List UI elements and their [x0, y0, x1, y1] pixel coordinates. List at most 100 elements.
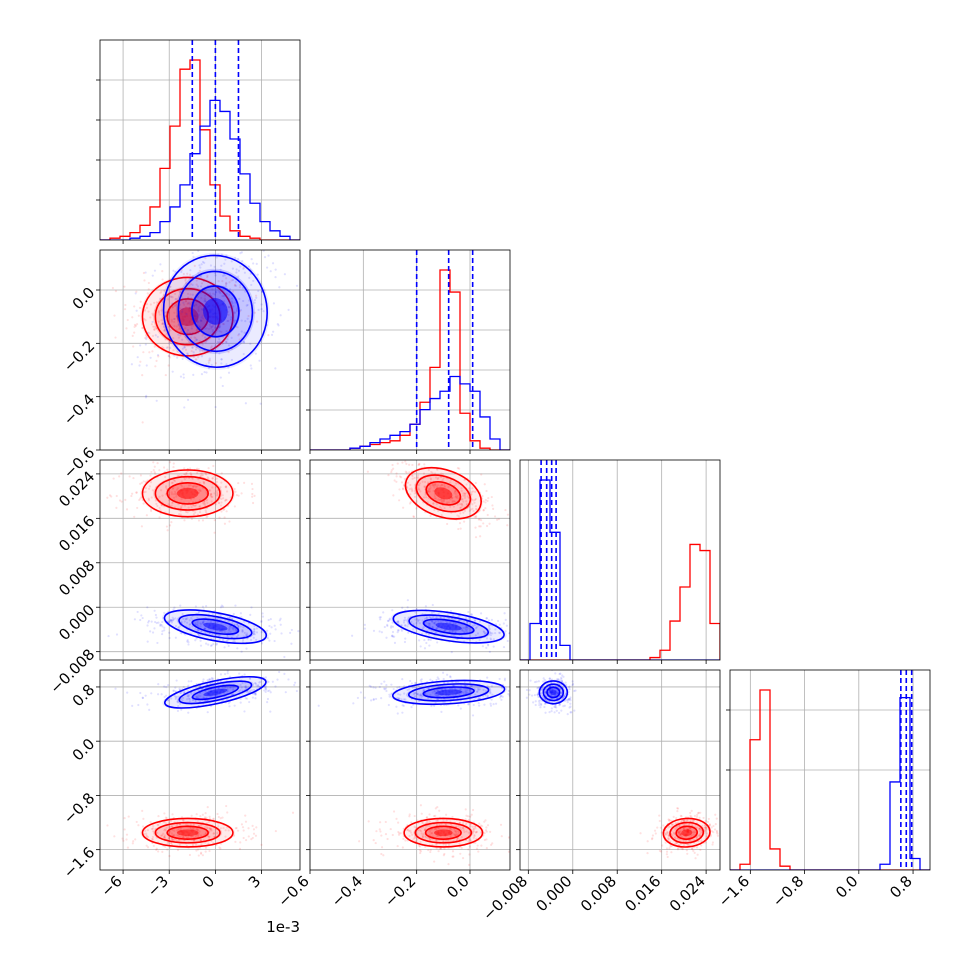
sample-point-blue: [210, 363, 213, 367]
sample-point-red: [479, 824, 483, 827]
sample-point-blue: [196, 285, 200, 288]
sample-point-blue: [216, 326, 219, 329]
sample-point-red: [143, 309, 147, 312]
sample-point-red: [667, 818, 670, 821]
sample-point-red: [704, 826, 707, 829]
sample-point-blue: [167, 620, 170, 623]
sample-point-red: [500, 835, 503, 838]
sample-point-blue: [139, 618, 142, 622]
sample-point-blue: [437, 677, 440, 681]
sample-point-red: [224, 835, 227, 838]
sample-point-blue: [148, 708, 151, 711]
sample-point-red: [453, 492, 456, 495]
sample-point-blue: [448, 630, 452, 633]
sample-point-blue: [420, 697, 423, 700]
sample-point-red: [202, 502, 205, 506]
sample-point-red: [189, 472, 192, 475]
sample-point-red: [170, 492, 174, 496]
sample-point-blue: [400, 698, 403, 701]
sample-point-red: [142, 491, 146, 494]
sample-point-blue: [230, 316, 233, 319]
panel-content: [96, 441, 300, 659]
sample-point-red: [453, 500, 457, 503]
sample-point-blue: [566, 698, 569, 702]
sample-point-blue: [563, 704, 566, 707]
sample-point-blue: [141, 696, 144, 699]
sample-point-red: [468, 863, 471, 866]
sample-point-red: [204, 294, 207, 297]
panel-frame: [99, 459, 301, 661]
sample-point-blue: [249, 689, 252, 692]
sample-point-red: [433, 472, 437, 475]
sample-point-blue: [221, 630, 224, 633]
sample-point-blue: [370, 699, 373, 702]
sample-point-red: [435, 828, 438, 831]
sample-point-red: [169, 830, 172, 833]
sample-point-red: [138, 498, 141, 502]
sample-point-red: [408, 834, 411, 838]
sample-point-red: [198, 505, 202, 508]
sample-point-red: [110, 495, 113, 498]
sample-point-red: [211, 486, 214, 489]
sample-point-red: [221, 279, 224, 283]
sample-point-blue: [409, 679, 412, 683]
sample-point-blue: [245, 687, 248, 690]
sample-point-red: [163, 835, 166, 839]
sample-point-blue: [239, 309, 243, 312]
sample-point-blue: [218, 325, 221, 328]
sample-point-blue: [203, 370, 206, 374]
sample-point-red: [676, 807, 679, 810]
sample-point-red: [478, 822, 481, 825]
sample-point-red: [111, 286, 114, 290]
sample-point-blue: [489, 704, 493, 707]
sample-point-blue: [440, 710, 443, 714]
sample-point-red: [164, 338, 167, 341]
sample-point-red: [485, 489, 488, 493]
x-tick-label: 0.0: [832, 872, 862, 902]
sample-point-red: [398, 499, 401, 502]
sample-point-blue: [266, 629, 269, 632]
sample-point-blue: [258, 681, 261, 684]
sample-point-red: [666, 855, 669, 859]
sample-point-red: [433, 486, 436, 489]
sample-point-red: [159, 489, 163, 492]
sample-point-red: [460, 506, 463, 509]
sample-point-red: [390, 469, 393, 472]
sample-point-blue: [484, 694, 487, 697]
sample-point-red: [233, 321, 236, 324]
sample-point-blue: [506, 639, 509, 643]
sample-point-red: [186, 292, 190, 295]
sample-point-red: [194, 358, 197, 361]
sample-point-red: [175, 488, 179, 491]
sample-point-red: [703, 826, 706, 829]
sample-point-red: [456, 837, 459, 840]
sample-point-blue: [488, 650, 491, 653]
sample-point-red: [222, 323, 226, 326]
sample-point-blue: [401, 711, 404, 714]
sample-point-red: [170, 504, 173, 507]
sample-point-red: [195, 827, 198, 830]
contour-red: [166, 825, 209, 840]
sample-point-red: [706, 832, 709, 835]
sample-point-blue: [567, 697, 571, 701]
sample-point-red: [435, 485, 438, 488]
sample-point-blue: [423, 638, 426, 642]
sample-point-blue: [421, 619, 424, 622]
sample-point-blue: [183, 690, 186, 693]
sample-point-red: [274, 829, 277, 833]
sample-point-red: [198, 505, 201, 509]
sample-point-red: [235, 441, 237, 443]
sample-point-red: [96, 489, 98, 491]
sample-point-blue: [167, 621, 171, 624]
sample-point-blue: [391, 609, 394, 612]
sample-point-blue: [173, 304, 177, 307]
sample-point-red: [175, 495, 178, 498]
sample-point-red: [260, 843, 263, 846]
sample-point-blue: [428, 615, 431, 619]
sample-point-red: [163, 329, 166, 332]
sample-point-red: [179, 483, 183, 487]
sample-point-blue: [260, 620, 263, 624]
sample-point-red: [658, 849, 661, 852]
sample-point-red: [440, 507, 443, 510]
